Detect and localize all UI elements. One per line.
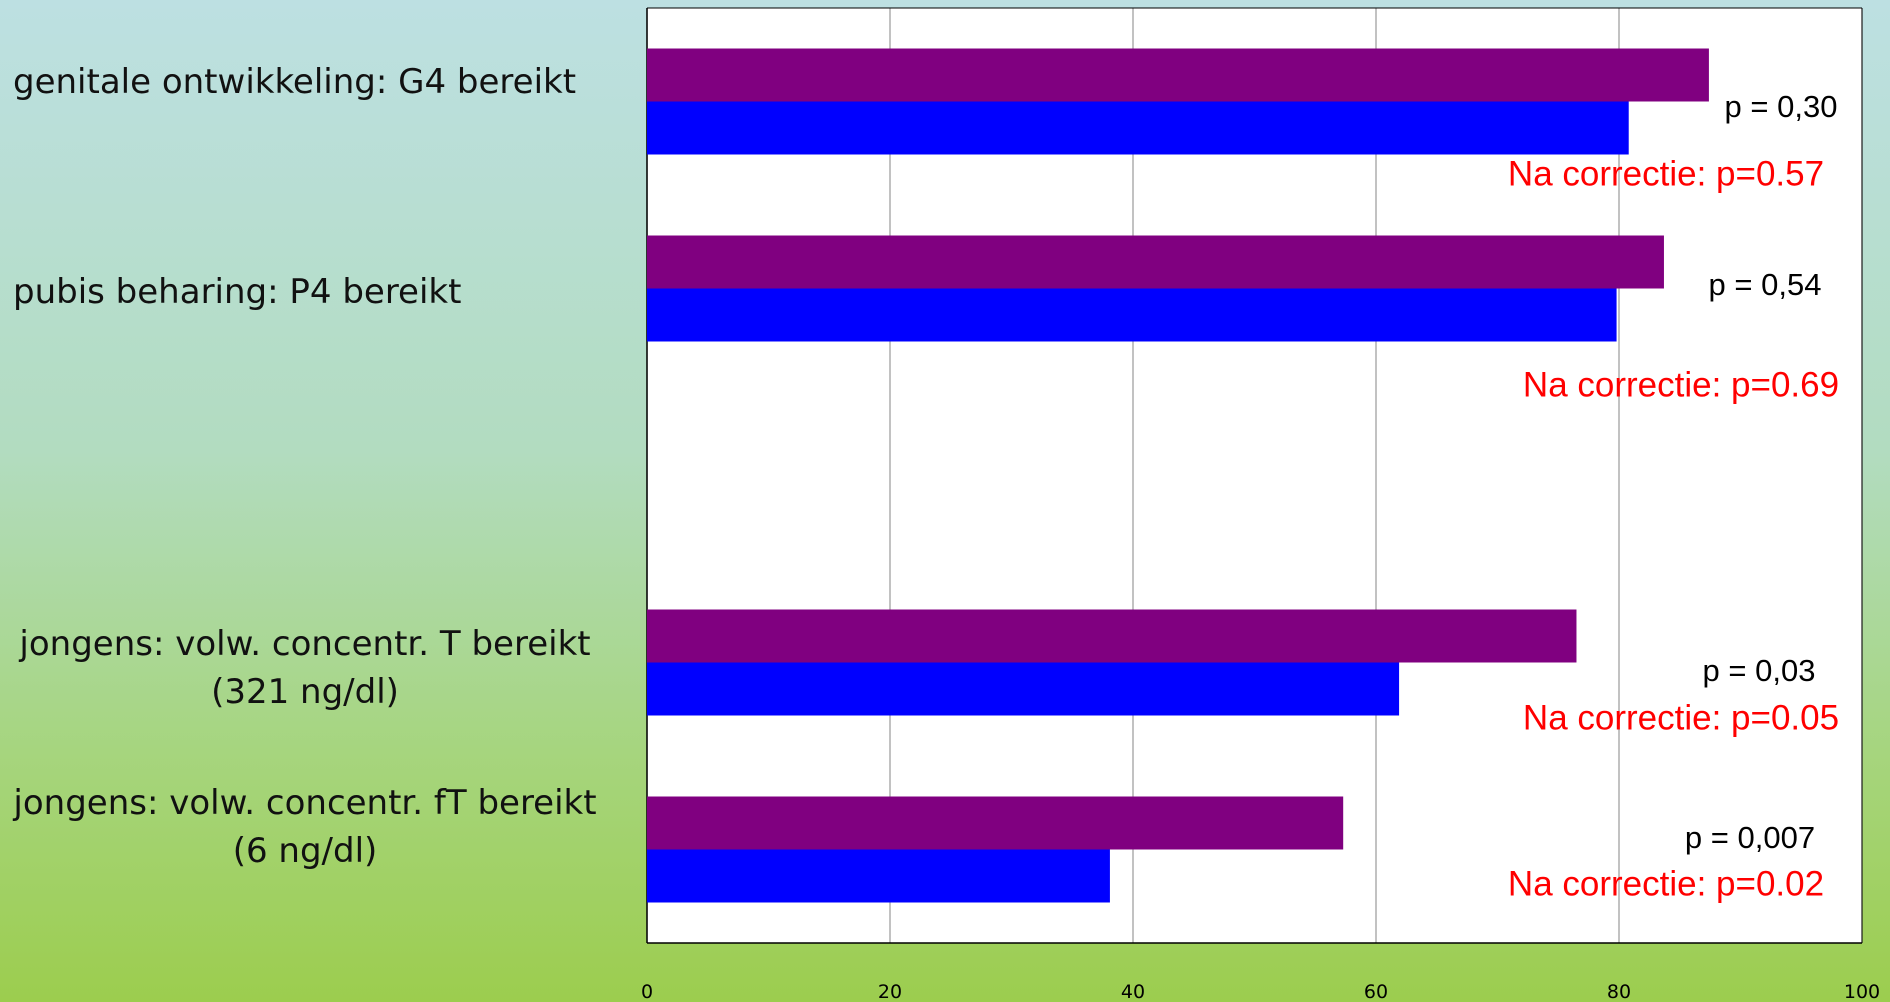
bar: [647, 849, 1110, 903]
x-tick-label: 60: [1364, 981, 1388, 1002]
annotation: p = 0,30: [1725, 89, 1838, 124]
bar: [647, 796, 1344, 850]
annotation: p = 0,007: [1685, 820, 1815, 855]
x-tick-label: 80: [1607, 981, 1631, 1002]
bar: [647, 288, 1617, 342]
category-label: pubis beharing: P4 bereikt: [13, 272, 462, 312]
annotation: Na correctie: p=0.69: [1523, 365, 1839, 404]
annotation: Na correctie: p=0.57: [1508, 154, 1824, 193]
annotation: p = 0,03: [1703, 653, 1816, 688]
category-label: jongens: volw. concentr. T bereikt (321 …: [19, 624, 591, 712]
category-label: genitale ontwikkeling: G4 bereikt: [13, 62, 577, 102]
plot-area: [647, 8, 1862, 943]
bar: [647, 662, 1400, 716]
annotation: p = 0,54: [1709, 267, 1822, 302]
bar: [647, 101, 1629, 155]
x-tick-label: 0: [641, 981, 653, 1002]
x-tick-label: 100: [1844, 981, 1880, 1002]
bar: [647, 48, 1709, 102]
annotation: Na correctie: p=0.05: [1523, 698, 1839, 737]
x-tick-label: 40: [1121, 981, 1145, 1002]
annotation: Na correctie: p=0.02: [1508, 864, 1824, 903]
x-tick-label: 20: [878, 981, 902, 1002]
bar: [647, 609, 1577, 663]
bar: [647, 235, 1664, 289]
category-label: jongens: volw. concentr. fT bereikt (6 n…: [13, 783, 597, 871]
